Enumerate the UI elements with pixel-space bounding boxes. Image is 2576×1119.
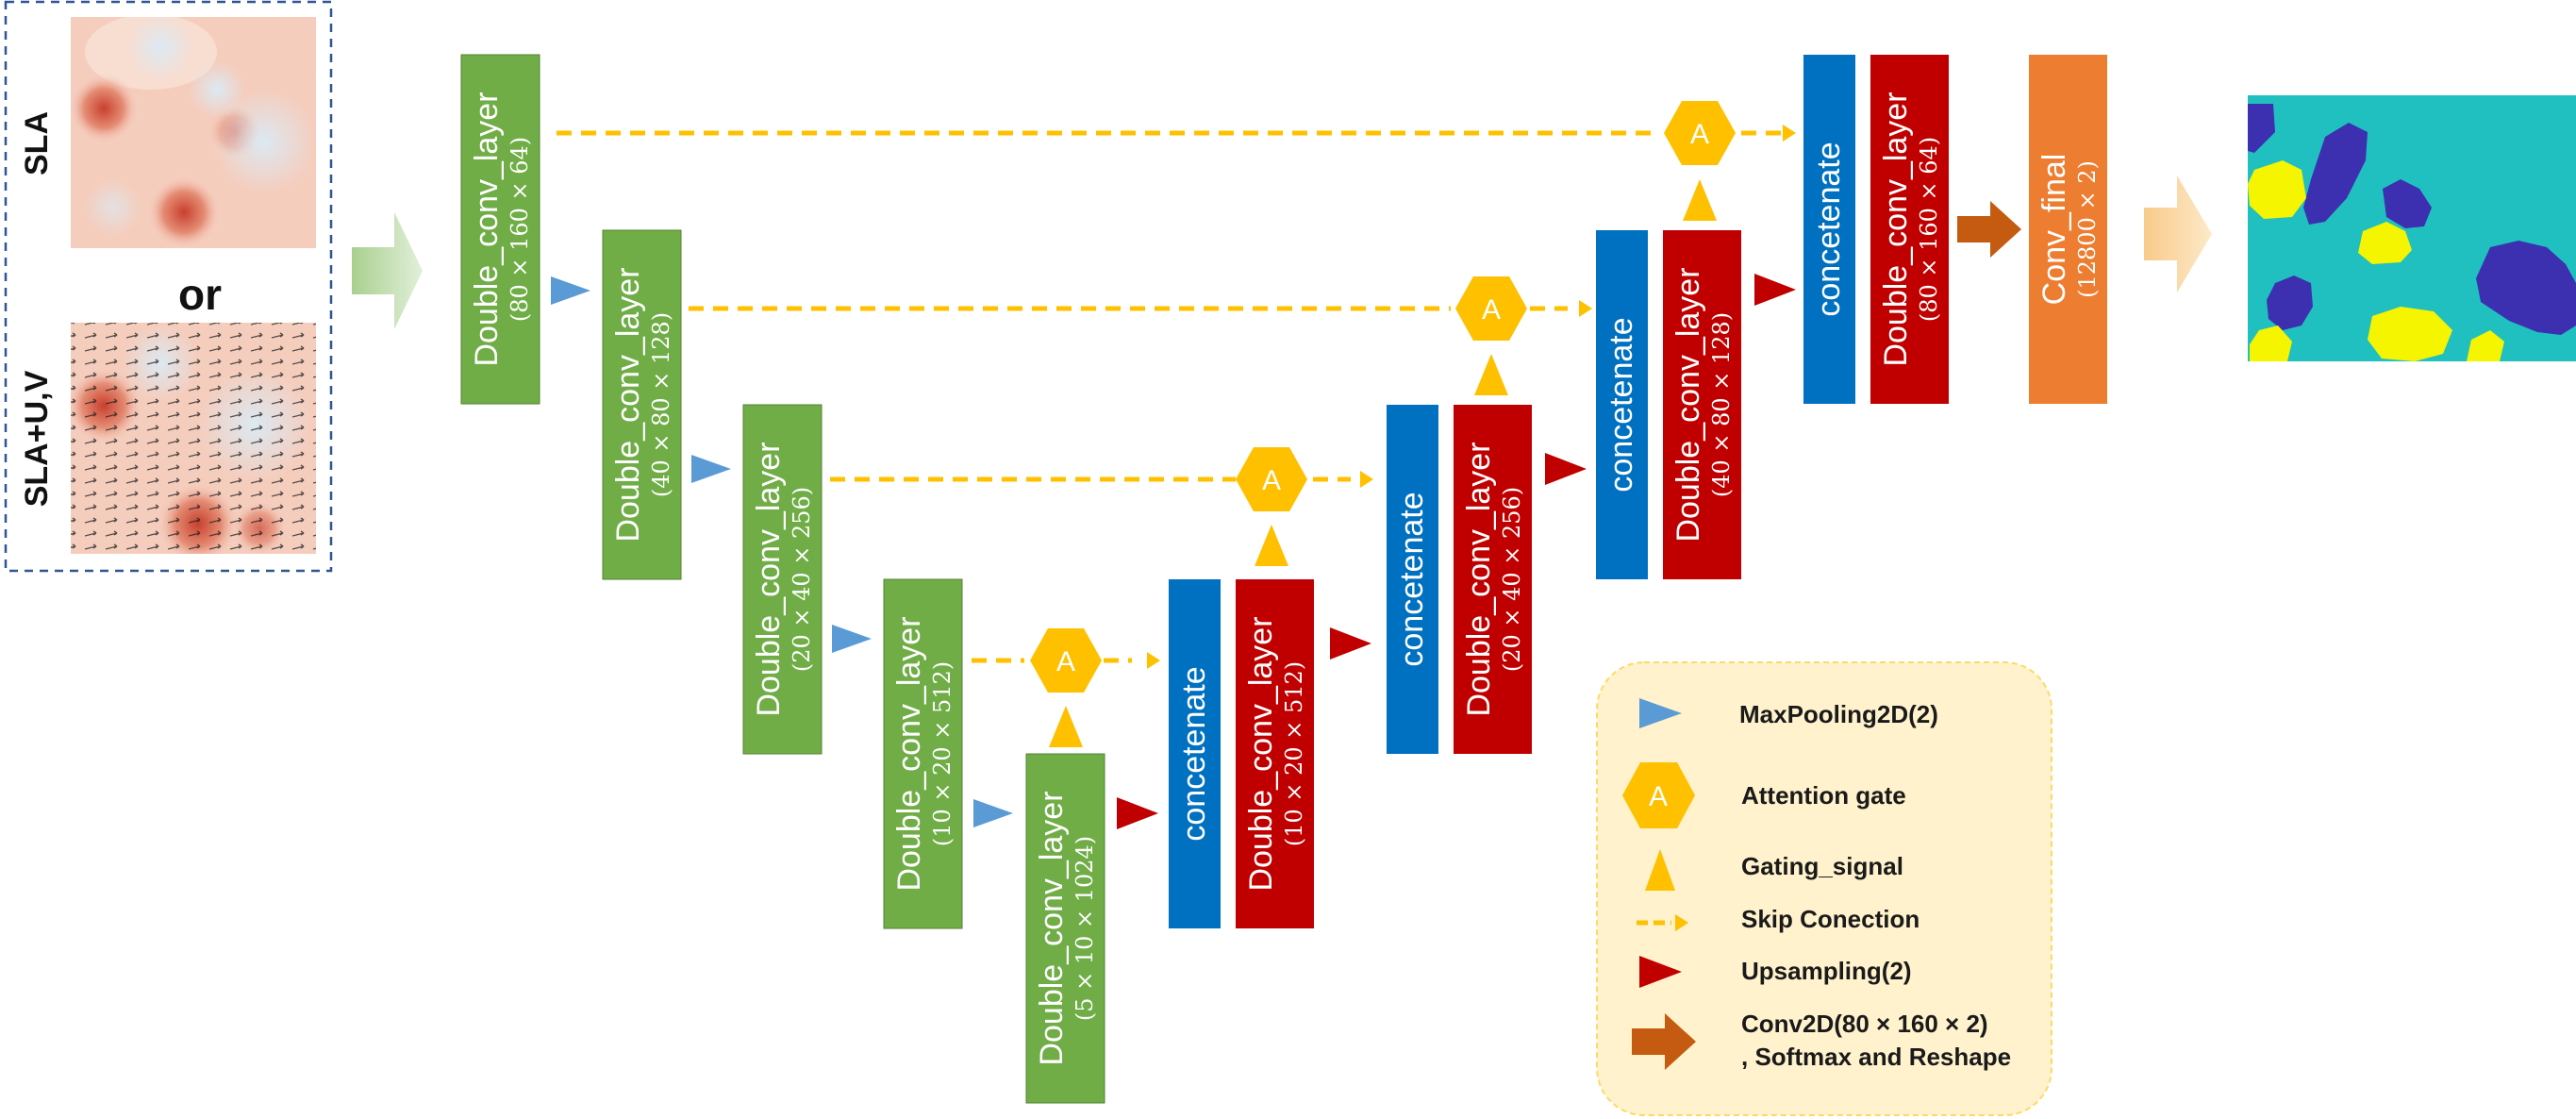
sla-uv-input-label: SLA+U,V [19, 370, 55, 507]
output-arrow [2144, 175, 2212, 292]
block-label: Double_conv_layer [891, 616, 927, 891]
conv-final-block: Conv_final (12800 × 2) [2029, 55, 2107, 404]
attention-gate-1: A [1664, 101, 1736, 165]
bottleneck-block: Double_conv_layer (5 × 10 × 1024) [1025, 753, 1105, 1104]
legend-box [1596, 661, 2052, 1116]
upsampling-icon [1639, 956, 1682, 988]
block-shape-label: (12800 × 2) [2074, 160, 2101, 298]
concat-block-2: concetenate [1596, 230, 1648, 579]
maxpool-icon [1639, 698, 1682, 728]
block-shape-label: (20 × 40 × 256) [1499, 487, 1525, 672]
legend-label: Gating_signal [1741, 852, 1903, 880]
output-segmentation-map [2248, 95, 2576, 361]
gating-signal-2 [1474, 354, 1508, 395]
block-shape-label: (80 × 160 × 64) [507, 137, 533, 322]
upsampling-arrow-1 [1754, 274, 1796, 306]
skip-arrowheads [1147, 125, 1796, 669]
concat-block-4: concetenate [1169, 579, 1221, 928]
conv-arrow-icon [1632, 1013, 1696, 1070]
block-label: Double_conv_layer [1461, 442, 1497, 716]
concat-block-3: concetenate [1387, 405, 1438, 754]
block-shape-label: (10 × 20 × 512) [929, 661, 956, 846]
block-shape-label: (40 × 80 × 128) [648, 312, 674, 497]
block-label: concetenate [1604, 317, 1639, 492]
legend-label: Upsampling(2) [1741, 957, 1912, 985]
legend-item-upsampling: Upsampling(2) [1639, 956, 1912, 988]
upsampling-arrow-2 [1545, 453, 1587, 485]
block-label: Double_conv_layer [751, 442, 787, 716]
decoder-block-4: Double_conv_layer (10 × 20 × 512) [1236, 579, 1314, 928]
legend-item-gating: Gating_signal [1645, 849, 1903, 891]
decoder-block-3: Double_conv_layer (20 × 40 × 256) [1454, 405, 1532, 754]
gating-signal-3 [1255, 525, 1288, 566]
upsampling-arrow-4 [1117, 797, 1158, 829]
attention-gate-label: A [1482, 294, 1501, 326]
sla-input-image [71, 17, 316, 248]
block-label: Double_conv_layer [610, 267, 646, 542]
gating-signal-icon [1645, 849, 1675, 891]
legend-label: Conv2D(80 × 160 × 2) [1741, 1010, 1988, 1038]
sla-input-label: SLA [19, 111, 55, 175]
concat-block-1: concetenate [1803, 55, 1855, 404]
attention-gate-label: A [1690, 119, 1709, 150]
upsampling-arrow-3 [1330, 627, 1371, 660]
attention-gate-4: A [1030, 628, 1102, 693]
legend-item-skip: Skip Conection [1637, 905, 1920, 933]
block-label: Double_conv_layer [1243, 616, 1279, 891]
decoder-block-1: Double_conv_layer (80 × 160 × 64) [1870, 55, 1949, 404]
block-label: Double_conv_layer [1878, 92, 1914, 366]
legend-label: Attention gate [1741, 781, 1906, 810]
attention-gate-label: A [1056, 646, 1075, 677]
gating-signals [1049, 179, 1717, 747]
skip-connections [557, 130, 1785, 663]
block-label: Conv_final [2036, 154, 2072, 306]
block-shape-label: (5 × 10 × 1024) [1072, 836, 1098, 1021]
encoder-block-2: Double_conv_layer (40 × 80 × 128) [602, 229, 682, 580]
legend-item-attention: A Attention gate [1622, 762, 1906, 828]
block-shape-label: (20 × 40 × 256) [789, 487, 815, 672]
maxpool-arrow-4 [973, 799, 1013, 827]
attention-gate-icon [1622, 762, 1695, 828]
attention-gate-label: A [1262, 465, 1281, 496]
conv-final-arrow [1957, 201, 2021, 258]
attention-gate-label: A [1649, 781, 1668, 812]
encoder-block-3: Double_conv_layer (20 × 40 × 256) [742, 404, 823, 755]
block-label: Double_conv_layer [1670, 267, 1706, 542]
attention-gate-3: A [1236, 447, 1307, 511]
block-label: Double_conv_layer [469, 92, 505, 366]
gating-signal-4 [1049, 706, 1083, 747]
block-label: concetenate [1176, 666, 1212, 841]
legend-label: MaxPooling2D(2) [1739, 700, 1938, 728]
legend-label: , Softmax and Reshape [1741, 1043, 2011, 1071]
block-label: concetenate [1394, 492, 1430, 666]
block-label: concetenate [1811, 142, 1847, 316]
upsampling-arrows [1117, 274, 1796, 829]
block-shape-label: (80 × 160 × 64) [1916, 137, 1942, 322]
input-arrow [352, 212, 423, 329]
input-panel: SLA or SLA+U,V [4, 0, 333, 573]
legend-item-conv: Conv2D(80 × 160 × 2) , Softmax and Resha… [1632, 1010, 2011, 1071]
legend-label: Skip Conection [1741, 905, 1920, 933]
or-label: or [178, 270, 222, 319]
maxpool-arrow-2 [691, 455, 731, 483]
block-shape-label: (40 × 80 × 128) [1708, 312, 1735, 497]
maxpool-arrow-1 [551, 276, 590, 305]
legend-item-maxpool: MaxPooling2D(2) [1639, 698, 1938, 728]
gating-signal-1 [1683, 179, 1717, 221]
block-shape-label: (10 × 20 × 512) [1281, 661, 1307, 846]
encoder-block-1: Double_conv_layer (80 × 160 × 64) [460, 54, 540, 405]
encoder-block-4: Double_conv_layer (10 × 20 × 512) [883, 578, 963, 929]
maxpool-arrows [551, 276, 1013, 827]
maxpool-arrow-3 [832, 625, 872, 653]
decoder-block-2: Double_conv_layer (40 × 80 × 128) [1663, 230, 1741, 579]
block-label: Double_conv_layer [1034, 791, 1070, 1065]
sla-uv-input-image [71, 323, 316, 554]
legend: MaxPooling2D(2) A Attention gate Gating_… [1596, 661, 2052, 1116]
attention-gate-2: A [1455, 276, 1527, 341]
input-panel-border [4, 0, 333, 573]
